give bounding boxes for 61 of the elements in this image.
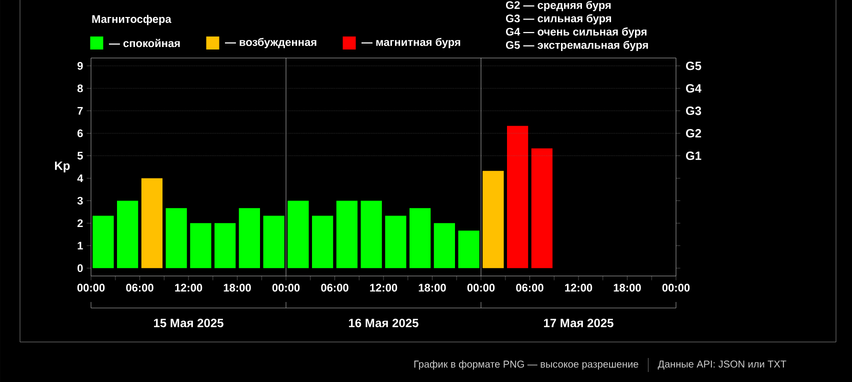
y-tick-label: 5 — [77, 152, 83, 160]
bar — [312, 216, 334, 268]
text: G3 — сильная буря — [506, 14, 612, 24]
x-tick-label: 00:00 — [467, 284, 495, 292]
bar — [214, 223, 236, 268]
y-tick-label: 6 — [78, 129, 83, 138]
bar — [166, 208, 187, 268]
bar — [141, 178, 163, 268]
ref-line-label: G4 — [686, 84, 702, 93]
x-tick-label: 06:00 — [516, 284, 544, 292]
x-tick-label: 12:00 — [565, 284, 592, 292]
text: 17 Мая 2025 — [544, 318, 614, 328]
bar — [190, 223, 212, 268]
bar — [238, 208, 260, 268]
x-tick-label: 12:00 — [175, 284, 202, 292]
legend-title: Магнитосфера — [92, 14, 172, 26]
x-tick-label: 18:00 — [224, 284, 251, 292]
bar — [360, 200, 382, 268]
y-tick-label: 1 — [78, 242, 83, 250]
bar — [92, 216, 114, 268]
y-tick-label: 4 — [77, 174, 84, 182]
bar — [434, 223, 455, 268]
x-tick-label: 00:00 — [662, 284, 690, 292]
x-tick-label: 00:00 — [272, 284, 300, 292]
x-tick-label: 18:00 — [418, 284, 446, 292]
bar — [507, 126, 528, 268]
bar — [336, 200, 358, 268]
text: G5 — экстремальная буря — [506, 40, 648, 52]
bar — [531, 148, 552, 268]
y-tick-label: 2 — [77, 219, 83, 228]
bar — [410, 208, 431, 268]
text: График в формате PNG — высокое разрешение — [414, 360, 638, 370]
legend-label: — возбужденная — [224, 38, 316, 48]
text: G2 — средняя буря — [506, 0, 611, 12]
y-tick-label: 0 — [78, 264, 83, 272]
bar — [458, 230, 480, 268]
ref-line-label: G5 — [686, 62, 702, 70]
ref-line-label: G1 — [686, 152, 702, 160]
text: 16 Мая 2025 — [348, 318, 418, 328]
y-axis-title: Kp — [55, 162, 70, 172]
legend-label: — спокойная — [108, 38, 180, 48]
x-tick-label: 00:00 — [77, 284, 105, 292]
ref-line-label: G2 — [686, 129, 702, 138]
ref-line-label: G3 — [686, 106, 702, 116]
text: 15 Мая 2025 — [154, 318, 224, 328]
x-tick-label: 12:00 — [370, 284, 398, 292]
bar — [288, 200, 309, 268]
x-tick-label: 18:00 — [614, 284, 641, 292]
text: G4 — очень сильная буря — [506, 27, 646, 38]
y-tick-label: 3 — [77, 196, 83, 205]
text: Данные API: JSON или TXT — [658, 360, 786, 370]
y-tick-label: 8 — [77, 84, 83, 92]
y-tick-label: 7 — [78, 107, 83, 115]
bar — [117, 200, 138, 268]
x-tick-label: 06:00 — [321, 284, 348, 292]
y-tick-label: 9 — [77, 62, 83, 70]
bar — [385, 216, 406, 268]
legend-label: — магнитная буря — [361, 38, 460, 48]
x-tick-label: 06:00 — [126, 284, 154, 292]
bar — [263, 216, 284, 268]
bar — [482, 170, 504, 268]
